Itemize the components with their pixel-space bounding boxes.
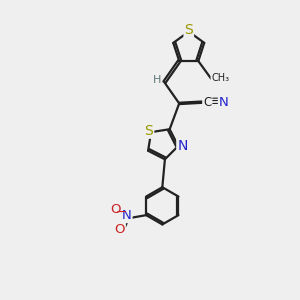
- Text: N: N: [122, 209, 132, 222]
- Text: CH₃: CH₃: [211, 73, 230, 82]
- Text: C: C: [203, 96, 211, 109]
- Text: N: N: [219, 96, 229, 109]
- Text: H: H: [153, 75, 161, 85]
- Text: O: O: [115, 223, 125, 236]
- Text: S: S: [184, 22, 193, 37]
- Text: O: O: [110, 203, 121, 217]
- Text: S: S: [145, 124, 153, 138]
- Text: −: −: [116, 206, 127, 219]
- Text: N: N: [177, 139, 188, 153]
- Text: ≡: ≡: [210, 95, 221, 108]
